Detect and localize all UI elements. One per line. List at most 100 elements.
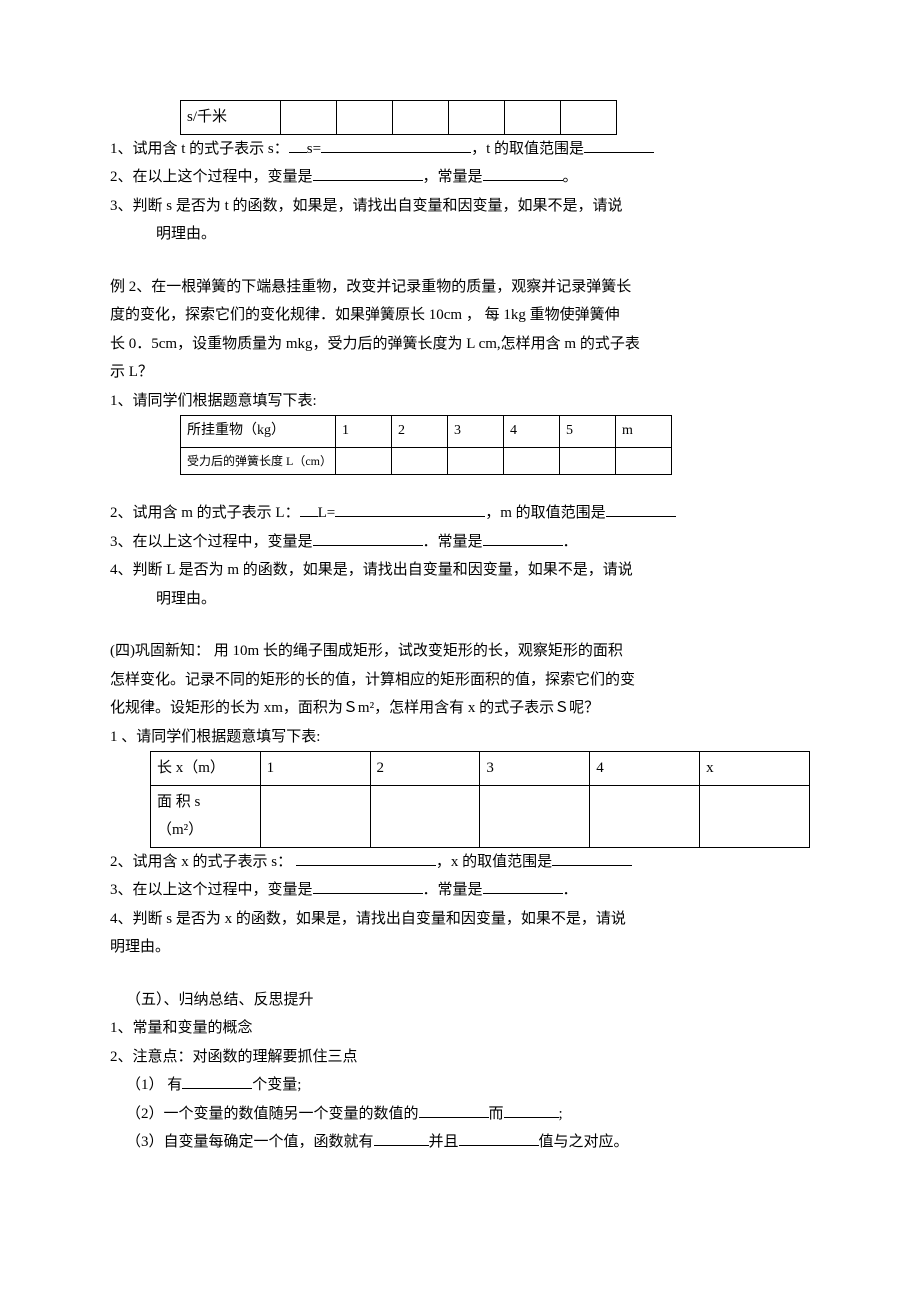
table-row: 长 x（m） 1 2 3 4 x: [151, 752, 810, 786]
question-line: 3、在以上这个过程中，变量是．常量是．: [110, 876, 810, 905]
text: 示 L？: [110, 364, 153, 380]
cell: 4: [504, 416, 560, 448]
table-lead: 1、请同学们根据题意填写下表:: [110, 387, 810, 416]
text: 长 0．5cm，设重物质量为 mkg，受力后的弹簧长度为 L cm,怎样用含 m…: [110, 336, 640, 352]
document-page: s/千米 1、试用含 t 的式子表示 s： s= ，t 的取值范围是 2、在以上这个…: [0, 0, 920, 1217]
blank: [321, 137, 471, 153]
cell: [281, 101, 337, 135]
text: 例 2、在一根弹簧的下端悬挂重物，改变并记录重物的质量，观察并记录弹簧长: [110, 279, 631, 295]
cell: [370, 785, 480, 847]
table-distance: s/千米: [180, 100, 617, 135]
text: 怎样变化。记录不同的矩形的长的值，计算相应的矩形面积的值，探索它们的变: [110, 672, 635, 688]
question-line: 明理由。: [110, 933, 810, 962]
cell: 4: [590, 752, 700, 786]
cell: [392, 447, 448, 475]
question-line: 4、判断 s 是否为 x 的函数，如果是，请找出自变量和因变量，如果不是，请说: [110, 905, 810, 934]
cell: [336, 447, 392, 475]
cell: [448, 447, 504, 475]
cell: [590, 785, 700, 847]
question-line: 2、试用含 x 的式子表示 s： ，x 的取值范围是: [110, 848, 810, 877]
text: 3、判断 s 是否为 t 的函数，如果是，请找出自变量和因变量，如果不是，请说: [110, 198, 623, 214]
summary-line: 1、常量和变量的概念: [110, 1014, 810, 1043]
text: ，m 的取值范围是: [485, 505, 605, 521]
text: （m²）: [157, 822, 203, 838]
cell: m: [616, 416, 672, 448]
table-lead: 1 、请同学们根据题意填写下表:: [110, 723, 810, 752]
text: 2、试用含 m 的式子表示 L：: [110, 505, 300, 521]
summary-line: （3）自变量每确定一个值，函数就有并且值与之对应。: [110, 1128, 810, 1157]
text: ，x 的取值范围是: [436, 854, 552, 870]
text: 1 、请同学们根据题意填写下表:: [110, 729, 320, 745]
text: 1、常量和变量的概念: [110, 1020, 253, 1036]
text: ．常量是: [423, 534, 483, 550]
text: 1、请同学们根据题意填写下表:: [110, 393, 317, 409]
text: 明理由。: [156, 591, 216, 607]
cell: 1: [336, 416, 392, 448]
row-label: 受力后的弹簧长度 L（cm）: [181, 447, 336, 475]
cell: x: [700, 752, 810, 786]
blank: [335, 501, 485, 517]
cell: [260, 785, 370, 847]
text: (四)巩固新知： 用 10m 长的绳子围成矩形，试改变矩形的长，观察矩形的面积: [110, 643, 623, 659]
cell: 2: [392, 416, 448, 448]
cell: [504, 447, 560, 475]
blank: [606, 501, 676, 517]
blank: [552, 850, 632, 866]
table-spring: 所挂重物（kg） 1 2 3 4 5 m 受力后的弹簧长度 L（cm）: [180, 415, 672, 475]
question-line: 2、试用含 m 的式子表示 L： L= ，m 的取值范围是: [110, 499, 810, 528]
question-line: 2、在以上这个过程中，变量是，常量是。: [110, 163, 810, 192]
blank: [289, 137, 307, 153]
text: 明理由。: [110, 939, 170, 955]
question-line: 3、在以上这个过程中，变量是 ．常量是 ．: [110, 528, 810, 557]
text: 2、在以上这个过程中，变量是: [110, 169, 313, 185]
blank: [483, 878, 563, 894]
cell: [560, 447, 616, 475]
blank: [374, 1130, 429, 1146]
example-text: 示 L？: [110, 358, 810, 387]
row-label: 面 积 s （m²）: [151, 785, 261, 847]
summary-line: （1） 有 个变量;: [110, 1071, 810, 1100]
cell: [337, 101, 393, 135]
blank: [313, 530, 423, 546]
section-heading: （五）、归纳总结、反思提升: [110, 986, 810, 1015]
cell: [561, 101, 617, 135]
question-line: 4、判断 L 是否为 m 的函数，如果是，请找出自变量和因变量，如果不是，请说: [110, 556, 810, 585]
cell: [393, 101, 449, 135]
text: s=: [307, 141, 321, 157]
example-text: 例 2、在一根弹簧的下端悬挂重物，改变并记录重物的质量，观察并记录弹簧长: [110, 273, 810, 302]
example-text: 度的变化，探索它们的变化规律．如果弹簧原长 10cm ， 每 1kg 重物使弹簧…: [110, 301, 810, 330]
question-line: 明理由。: [110, 220, 810, 249]
text: 4、判断 s 是否为 x 的函数，如果是，请找出自变量和因变量，如果不是，请说: [110, 911, 626, 927]
text: 个变量;: [252, 1077, 301, 1093]
question-line: 3、判断 s 是否为 t 的函数，如果是，请找出自变量和因变量，如果不是，请说: [110, 192, 810, 221]
question-line: 1、试用含 t 的式子表示 s： s= ，t 的取值范围是: [110, 135, 810, 164]
text: ．: [563, 534, 578, 550]
text: 。: [563, 169, 578, 185]
blank: [483, 530, 563, 546]
text: 2、试用含 x 的式子表示 s：: [110, 854, 296, 870]
text: 明理由。: [156, 226, 216, 242]
text: L=: [318, 505, 336, 521]
text: 度的变化，探索它们的变化规律．如果弹簧原长 10cm ， 每 1kg 重物使弹簧…: [110, 307, 620, 323]
text: 3、在以上这个过程中，变量是: [110, 534, 313, 550]
text: 3、在以上这个过程中，变量是: [110, 882, 313, 898]
text: 化规律。设矩形的长为 xm，面积为Ｓm²，怎样用含有 x 的式子表示Ｓ呢？: [110, 700, 599, 716]
example-text: 长 0．5cm，设重物质量为 mkg，受力后的弹簧长度为 L cm,怎样用含 m…: [110, 330, 810, 359]
section-text: 怎样变化。记录不同的矩形的长的值，计算相应的矩形面积的值，探索它们的变: [110, 666, 810, 695]
text: ，t 的取值范围是: [471, 141, 584, 157]
table-row: s/千米: [181, 101, 617, 135]
text: （1） 有: [126, 1077, 182, 1093]
cell: [505, 101, 561, 135]
row-label: s/千米: [181, 101, 281, 135]
blank: [584, 137, 654, 153]
summary-line: 2、注意点：对函数的理解要抓住三点: [110, 1043, 810, 1072]
blank: [300, 501, 318, 517]
cell: 3: [448, 416, 504, 448]
text: 2、注意点：对函数的理解要抓住三点: [110, 1049, 358, 1065]
summary-line: （2）一个变量的数值随另一个变量的数值的而;: [110, 1100, 810, 1129]
cell: [449, 101, 505, 135]
cell: [480, 785, 590, 847]
table-rectangle: 长 x（m） 1 2 3 4 x 面 积 s （m²）: [150, 751, 810, 848]
text: 1、试用含 t 的式子表示 s：: [110, 141, 289, 157]
text: 4、判断 L 是否为 m 的函数，如果是，请找出自变量和因变量，如果不是，请说: [110, 562, 633, 578]
